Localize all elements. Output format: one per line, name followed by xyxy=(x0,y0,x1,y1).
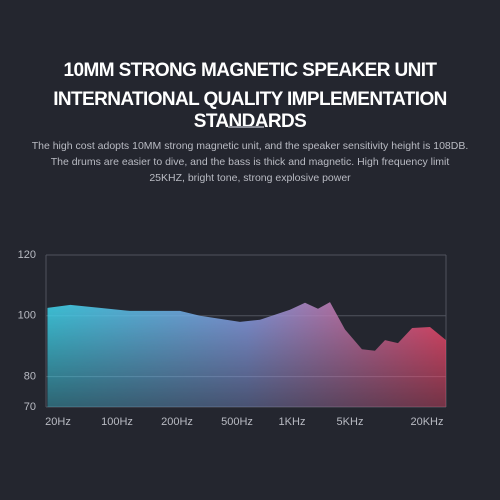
title-line: 10MM STRONG MAGNETIC SPEAKER UNIT xyxy=(63,60,438,81)
x-tick-label: 500Hz xyxy=(221,416,253,428)
y-tick-label: 100 xyxy=(18,310,36,322)
title-line: INTERNATIONAL QUALITY IMPLEMENTATION STA… xyxy=(53,89,447,132)
y-tick-label: 80 xyxy=(24,371,36,383)
x-tick-label: 200Hz xyxy=(161,416,193,428)
x-tick-label: 20KHz xyxy=(410,416,443,428)
response-area xyxy=(47,302,447,407)
divider xyxy=(228,126,264,128)
description-line: The drums are easier to dive, and the ba… xyxy=(50,156,450,168)
x-tick-label: 100Hz xyxy=(101,416,133,428)
x-tick-label: 20Hz xyxy=(45,416,71,428)
y-tick-label: 120 xyxy=(18,249,36,261)
x-tick-label: 1KHz xyxy=(279,416,306,428)
description-line: The high cost adopts 10MM strong magneti… xyxy=(31,140,469,152)
x-tick-label: 5KHz xyxy=(337,416,364,428)
y-tick-label: 70 xyxy=(24,401,36,413)
description-line: 25KHZ, bright tone, strong explosive pow… xyxy=(149,172,351,184)
